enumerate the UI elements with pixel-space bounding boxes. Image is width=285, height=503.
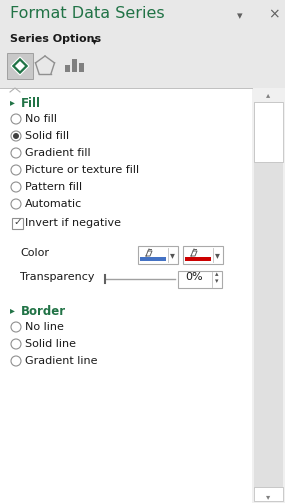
Text: ▾: ▾	[92, 36, 97, 46]
Text: ▾: ▾	[266, 492, 270, 501]
Text: ×: ×	[268, 7, 280, 21]
Text: ▴: ▴	[266, 90, 270, 99]
FancyBboxPatch shape	[183, 246, 223, 264]
Circle shape	[11, 199, 21, 209]
FancyBboxPatch shape	[65, 65, 70, 72]
Polygon shape	[11, 57, 29, 75]
FancyBboxPatch shape	[185, 248, 211, 258]
FancyBboxPatch shape	[254, 102, 283, 162]
Text: Gradient fill: Gradient fill	[25, 148, 91, 158]
Text: Pattern fill: Pattern fill	[25, 182, 82, 192]
Text: Border: Border	[21, 305, 66, 318]
Circle shape	[11, 131, 21, 141]
FancyBboxPatch shape	[12, 218, 23, 229]
Text: ✓: ✓	[13, 217, 22, 227]
FancyBboxPatch shape	[254, 102, 283, 489]
Text: Automatic: Automatic	[25, 199, 82, 209]
Circle shape	[11, 148, 21, 158]
Text: Format Data Series: Format Data Series	[10, 6, 165, 21]
Circle shape	[11, 322, 21, 332]
Circle shape	[11, 165, 21, 175]
FancyBboxPatch shape	[7, 53, 33, 79]
FancyBboxPatch shape	[72, 59, 77, 72]
Circle shape	[11, 182, 21, 192]
FancyBboxPatch shape	[79, 63, 84, 72]
Circle shape	[11, 339, 21, 349]
Text: ▸: ▸	[10, 97, 15, 107]
Text: 0%: 0%	[185, 272, 203, 282]
FancyBboxPatch shape	[140, 257, 166, 261]
Text: ▸: ▸	[10, 305, 15, 315]
Text: Solid fill: Solid fill	[25, 131, 69, 141]
FancyBboxPatch shape	[140, 248, 166, 258]
Text: Series Options: Series Options	[10, 34, 101, 44]
Text: Solid line: Solid line	[25, 339, 76, 349]
Text: Picture or texture fill: Picture or texture fill	[25, 165, 139, 175]
Text: Invert if negative: Invert if negative	[25, 218, 121, 228]
Polygon shape	[15, 61, 25, 71]
Text: ▴: ▴	[215, 271, 219, 277]
Text: Gradient line: Gradient line	[25, 356, 97, 366]
Circle shape	[11, 114, 21, 124]
Circle shape	[13, 133, 19, 139]
Text: ▾: ▾	[215, 278, 219, 284]
FancyBboxPatch shape	[178, 271, 222, 288]
Text: Fill: Fill	[21, 97, 41, 110]
Circle shape	[11, 356, 21, 366]
FancyBboxPatch shape	[252, 88, 285, 503]
Text: No fill: No fill	[25, 114, 57, 124]
Text: ▾: ▾	[170, 250, 175, 260]
Text: No line: No line	[25, 322, 64, 332]
FancyBboxPatch shape	[0, 88, 252, 503]
Text: ▾: ▾	[215, 250, 220, 260]
FancyBboxPatch shape	[254, 487, 283, 501]
Text: ▾: ▾	[237, 11, 243, 21]
Text: Transparency: Transparency	[20, 272, 95, 282]
Text: Color: Color	[20, 248, 49, 258]
FancyBboxPatch shape	[185, 257, 211, 261]
FancyBboxPatch shape	[138, 246, 178, 264]
